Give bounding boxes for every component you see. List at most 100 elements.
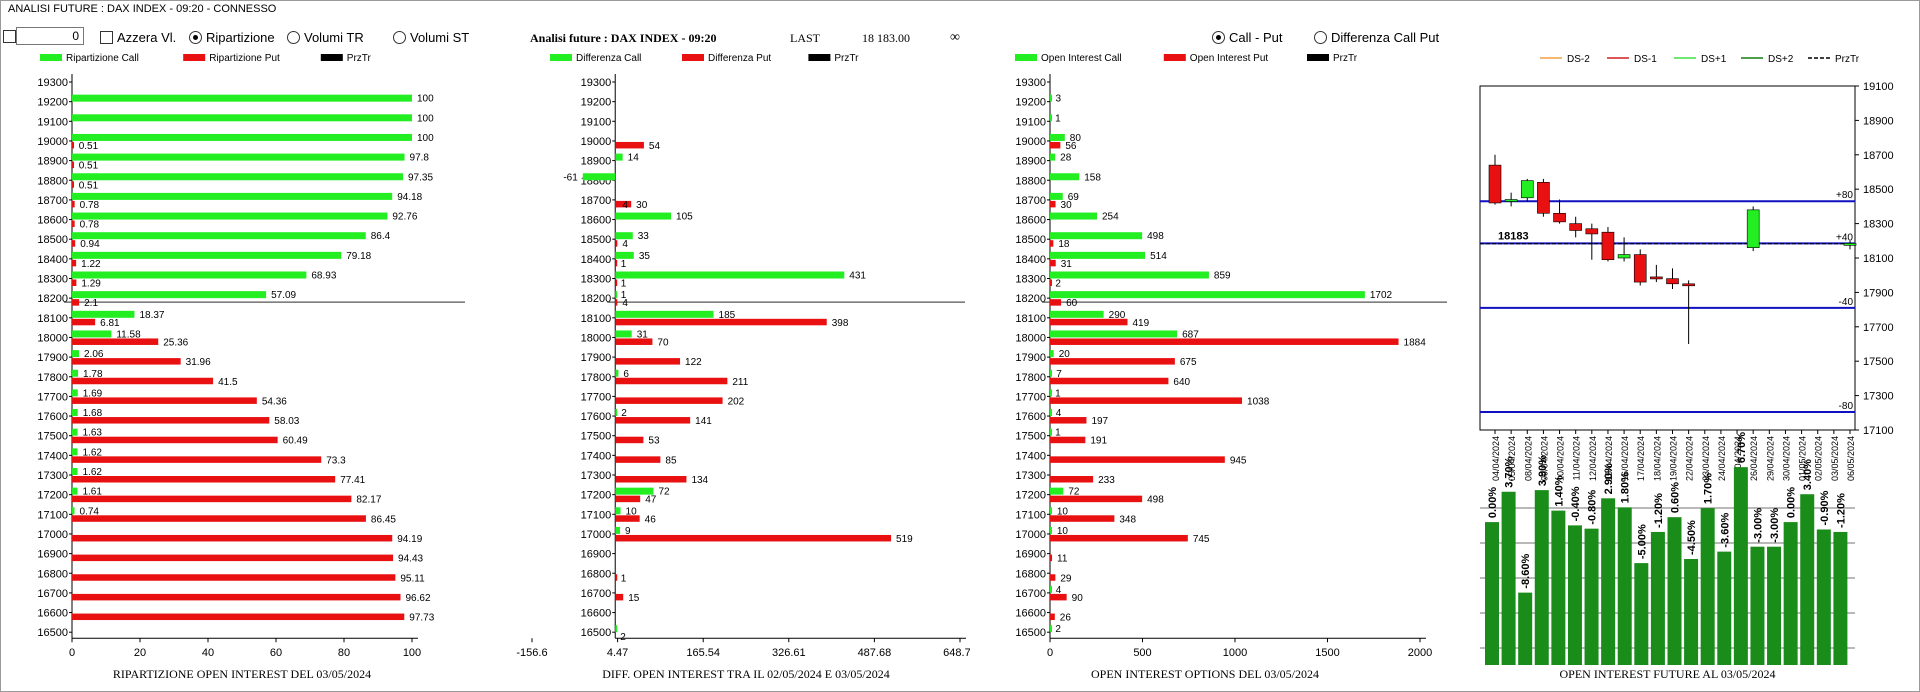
strike-label-19000: 19000 (581, 136, 612, 148)
candle-body (1601, 231, 1615, 261)
legend-swatch-2 (808, 54, 831, 61)
value-label-19200: 100 (417, 94, 434, 105)
strike-label-16600: 16600 (37, 608, 68, 620)
bar-put-17900 (615, 358, 681, 365)
future-oi-bar (1750, 546, 1765, 665)
bar-put-17600 (1050, 417, 1087, 424)
strike-label-18000: 18000 (581, 332, 612, 344)
date-label: 24/04/2024 (1717, 436, 1727, 481)
strike-label-19300: 19300 (37, 77, 68, 89)
strike-label-17700: 17700 (1015, 391, 1046, 403)
value-label-18600: 0.78 (80, 220, 100, 231)
date-label: 12/04/2024 (1588, 436, 1598, 481)
future-oi-label: -8.60% (1520, 554, 1532, 589)
bar-call-17500 (1050, 428, 1052, 436)
strike-label-18100: 18100 (581, 313, 612, 325)
value-label-18700: 94.18 (397, 192, 422, 203)
bar-call-16500 (615, 625, 618, 633)
value-label-17700: 1.69 (83, 388, 103, 399)
candle-body (1650, 276, 1663, 280)
value-label-18000: 31 (637, 329, 649, 340)
legend-label-2: PrzTr (834, 53, 859, 64)
bar-put-17200 (1050, 495, 1143, 503)
value-label-17800: 6 (623, 369, 629, 380)
bar-put-17000 (1050, 534, 1188, 542)
radio-volumi-st[interactable] (393, 31, 406, 44)
value-label-17100: 46 (645, 514, 657, 525)
future-oi-label: 1.80% (1620, 472, 1632, 503)
strike-label-17500: 17500 (1015, 431, 1046, 443)
y-tick-label: 19100 (1863, 81, 1894, 93)
strike-label-17700: 17700 (37, 391, 68, 403)
value-label-18100: 398 (832, 318, 849, 329)
bar-call-18100 (1050, 310, 1104, 318)
date-label: 23/04/2024 (1701, 436, 1711, 481)
future-oi-bar (1717, 551, 1732, 665)
strike-label-16500: 16500 (1015, 627, 1046, 639)
y-tick-label: 18300 (1863, 219, 1894, 231)
legend-swatch-1 (1163, 54, 1186, 61)
future-oi-bar (1518, 592, 1533, 665)
bar-call-17100 (1050, 507, 1052, 515)
radio-call-put[interactable] (1212, 31, 1225, 44)
future-oi-label: -1.20% (1653, 493, 1665, 528)
value-label-16800: 29 (1060, 573, 1072, 584)
value-label-18400: 79.18 (346, 251, 371, 262)
value-label-16600: 97.73 (409, 613, 434, 624)
strike-label-16800: 16800 (581, 568, 612, 580)
legend-swatch-0 (550, 54, 572, 61)
radio-diff-call-put[interactable] (1314, 31, 1327, 44)
value-label-18000: 11.58 (116, 329, 141, 340)
value-label-18000: 687 (1182, 329, 1199, 340)
date-label: 04/04/2024 (1491, 436, 1501, 481)
future-oi-bar (1667, 517, 1682, 665)
strike-label-16800: 16800 (1015, 568, 1046, 580)
bar-call-18600 (615, 212, 672, 220)
bar-call-18100 (615, 310, 714, 318)
legend-label-1: Open Interest Put (1190, 53, 1269, 64)
chart-title: RIPARTIZIONE OPEN INTEREST DEL 03/05/202… (113, 667, 371, 681)
value-label-18800: 158 (1084, 172, 1101, 183)
strike-label-19300: 19300 (1015, 77, 1046, 89)
value-label-18900: 14 (628, 153, 640, 164)
reset-checkbox[interactable] (100, 31, 113, 44)
candle-body (1585, 228, 1599, 235)
value-label-18500: 18 (1058, 239, 1070, 250)
bar-put-18400 (615, 259, 618, 267)
value-label-18200: 4 (622, 298, 628, 309)
value-label-19100: 100 (417, 113, 434, 124)
value-input[interactable]: 0 (16, 27, 84, 45)
value-label-17600: 2 (621, 408, 627, 419)
value-label-18700: 30 (1061, 200, 1073, 211)
legend-label-0: Ripartizione Call (66, 53, 139, 64)
level-label: -80 (1839, 401, 1854, 412)
value-label-17900: 31.96 (186, 357, 211, 368)
strike-label-18800: 18800 (37, 175, 68, 187)
bar-put-17000 (72, 534, 393, 542)
candle-body (1553, 212, 1566, 223)
radio-ripartizione[interactable] (189, 31, 202, 44)
small-checkbox[interactable] (3, 30, 16, 43)
value-label-17600: 197 (1091, 416, 1108, 427)
strike-label-18900: 18900 (1015, 156, 1046, 168)
strike-label-17000: 17000 (37, 529, 68, 541)
value-label-19000: 0.51 (79, 141, 99, 152)
radio-volumi-tr[interactable] (287, 31, 300, 44)
value-label-16500: 2 (1055, 624, 1061, 635)
strike-label-17300: 17300 (37, 470, 68, 482)
future-oi-bar (1700, 508, 1715, 665)
analysis-label: Analisi future : DAX INDEX - 09:20 (530, 31, 717, 45)
value-label-17600: 1.68 (83, 408, 103, 419)
bar-call-18500 (72, 232, 366, 240)
bar-call-18800 (1050, 173, 1080, 181)
future-oi-label: 3.70% (1504, 456, 1516, 487)
bar-call-18200 (72, 291, 267, 299)
value-label-17700: 54.36 (262, 396, 287, 407)
candle-body (1633, 254, 1647, 283)
bar-call-17800 (1050, 369, 1052, 377)
bar-call-18400 (1050, 251, 1146, 259)
value-label-18800: 97.35 (408, 172, 433, 183)
bar-put-18500 (615, 240, 618, 247)
value-label-17300: 134 (691, 475, 708, 486)
value-label-18200: 2.1 (84, 298, 98, 309)
